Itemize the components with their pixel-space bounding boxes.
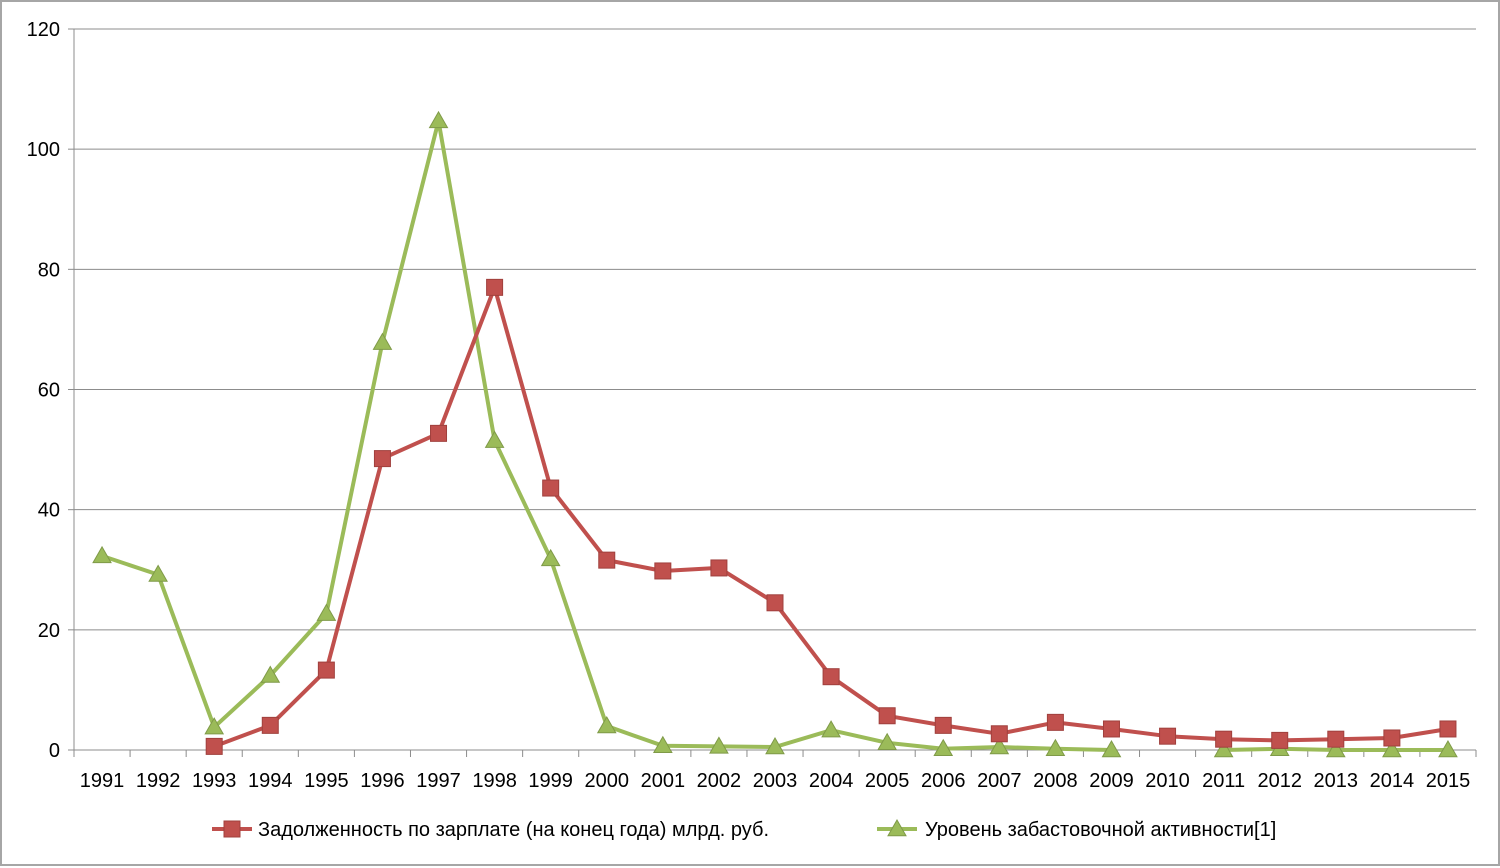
data-point <box>1102 720 1120 738</box>
data-point <box>317 661 335 679</box>
data-point <box>1438 739 1458 758</box>
x-tick-label: 1999 <box>528 770 573 792</box>
data-point <box>372 332 393 350</box>
grid-lines <box>74 28 1476 631</box>
data-point <box>428 110 449 129</box>
x-tick-label: 1992 <box>136 770 181 792</box>
data-point <box>1213 739 1234 758</box>
x-tick-label: 1991 <box>80 770 125 792</box>
data-point <box>654 562 672 580</box>
y-tick-label: 0 <box>49 740 60 762</box>
x-tick-label: 1998 <box>472 770 517 792</box>
x-tick-label: 1995 <box>304 770 349 792</box>
data-point <box>1325 739 1346 758</box>
x-tick-label: 2011 <box>1202 770 1245 792</box>
data-point <box>933 738 954 757</box>
data-point <box>261 716 279 734</box>
y-tick-label: 40 <box>38 500 60 522</box>
data-point <box>990 725 1008 743</box>
x-tick-label: 2015 <box>1426 770 1471 792</box>
data-point <box>709 736 729 754</box>
series <box>92 110 1458 758</box>
x-tick-label: 2004 <box>809 770 854 792</box>
data-point <box>484 430 505 448</box>
data-point <box>1215 730 1233 748</box>
axes <box>68 28 1477 757</box>
data-point <box>92 545 112 564</box>
y-tick-label: 60 <box>38 380 60 402</box>
x-tick-label: 2002 <box>697 770 742 792</box>
y-tick-label: 100 <box>27 139 60 161</box>
data-point <box>934 716 952 734</box>
data-point <box>205 737 223 755</box>
x-tick-labels: 1991 1992 1993 1994 1995 1996 1997 1998 1999 2000… <box>80 770 1470 792</box>
x-tick-label: 1996 <box>360 770 405 792</box>
x-tick-label: 1997 <box>416 770 461 792</box>
x-tick-label: 2006 <box>921 770 966 792</box>
data-point <box>1045 738 1066 757</box>
data-point <box>204 717 225 735</box>
x-tick-label: 2005 <box>865 770 910 792</box>
y-tick-labels: 0 20 40 60 80 100 120 <box>27 19 60 762</box>
data-point <box>822 668 840 686</box>
data-point <box>1046 713 1064 731</box>
x-tick-label: 2012 <box>1257 770 1302 792</box>
x-tick-label: 2001 <box>641 770 686 792</box>
x-tick-label: 1993 <box>192 770 237 792</box>
legend: Задолженность по зарплате (на конец года… <box>212 818 1276 841</box>
y-tick-label: 80 <box>38 259 60 281</box>
legend-label: Уровень забастовочной активности[1] <box>925 819 1276 841</box>
data-point <box>260 665 281 683</box>
data-point <box>766 594 784 612</box>
data-point <box>1327 730 1345 748</box>
data-point <box>652 735 673 754</box>
data-point <box>373 450 391 468</box>
x-tick-label: 2013 <box>1314 770 1359 792</box>
x-tick-label: 2009 <box>1089 770 1134 792</box>
data-point <box>542 479 560 497</box>
series-strike-activity <box>92 110 1458 758</box>
data-point <box>1383 729 1401 747</box>
legend-label: Задолженность по зарплате (на конец года… <box>258 819 769 841</box>
data-point <box>1159 727 1177 745</box>
data-point <box>430 424 448 442</box>
data-point <box>878 707 896 725</box>
data-point <box>821 720 841 738</box>
x-tick-label: 2008 <box>1033 770 1078 792</box>
series-line <box>101 118 1448 752</box>
data-point <box>1101 739 1122 758</box>
data-point <box>1439 720 1457 738</box>
data-point <box>486 278 504 296</box>
data-point <box>148 564 168 582</box>
x-tick-label: 2000 <box>585 770 630 792</box>
data-point <box>598 551 616 569</box>
y-tick-label: 120 <box>27 19 60 41</box>
series-wage-arrears <box>205 278 1457 755</box>
legend-entry: Уровень забастовочной активности[1] <box>877 818 1276 841</box>
x-tick-label: 2003 <box>753 770 798 792</box>
data-point <box>710 559 728 577</box>
data-point <box>1271 731 1289 749</box>
legend-entry: Задолженность по зарплате (на конец года… <box>212 819 769 841</box>
data-point <box>596 715 617 734</box>
data-point <box>316 603 337 621</box>
x-tick-label: 2010 <box>1145 770 1190 792</box>
data-point <box>540 548 561 567</box>
data-point <box>989 736 1010 755</box>
data-point <box>877 732 898 751</box>
y-tick-label: 20 <box>38 620 60 642</box>
legend-marker <box>887 818 907 837</box>
x-tick-label: 2014 <box>1370 770 1415 792</box>
data-point <box>1382 739 1402 758</box>
legend-marker <box>223 820 241 838</box>
x-tick-label: 2007 <box>977 770 1022 792</box>
data-point <box>765 736 785 755</box>
x-tick-label: 1994 <box>248 770 293 792</box>
